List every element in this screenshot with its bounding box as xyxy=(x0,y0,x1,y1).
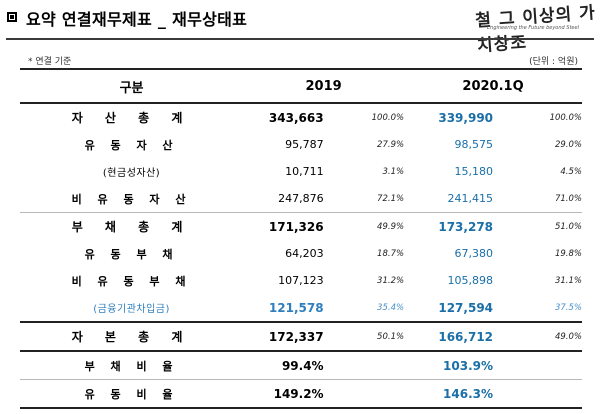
consolidation-note: * 연결 기준 xyxy=(28,57,72,67)
row-value-2019: 95,787 xyxy=(285,138,324,151)
row-pct-2020: 31.1% xyxy=(554,275,582,286)
balance-sheet-table: 구분 2019 2020.1Q 자 산 총 계 343,663 100.0% 3… xyxy=(20,68,582,409)
row-label: 비 유 동 자 산 xyxy=(71,192,192,206)
row-value-2020: 127,594 xyxy=(438,300,494,315)
row-pct-2020: 29.0% xyxy=(554,139,582,150)
row-value-2019: 121,578 xyxy=(268,300,324,315)
row-value-2019: 10,711 xyxy=(285,165,324,178)
table-row-total-liabilities: 부 채 총 계 171,326 49.9% 173,278 51.0% xyxy=(20,212,582,240)
table-row-total-equity: 자 본 총 계 172,337 50.1% 166,712 49.0% xyxy=(20,321,582,351)
row-value-2020: 146.3% xyxy=(404,379,494,409)
row-value-2019: 172,337 xyxy=(243,321,324,351)
row-label: 자 본 총 계 xyxy=(20,321,244,351)
row-value-2020: 173,278 xyxy=(404,212,494,240)
row-pct-2020: 51.0% xyxy=(493,212,582,240)
row-label: 비 유 동 부 채 xyxy=(71,274,192,288)
row-pct-2019: 18.7% xyxy=(377,248,405,259)
row-value-2019: 64,203 xyxy=(285,247,324,260)
row-value-2019: 99.4% xyxy=(243,350,324,380)
row-label: (현금성자산) xyxy=(102,168,161,179)
row-pct-2020: 49.0% xyxy=(493,321,582,351)
row-label: 자 산 총 계 xyxy=(71,111,192,125)
row-pct-2019: 3.1% xyxy=(382,166,405,177)
row-value-2020: 103.9% xyxy=(404,350,494,380)
row-value-2020: 67,380 xyxy=(454,247,494,260)
row-pct-2019: 50.1% xyxy=(323,321,405,351)
table-row-current-assets: 유 동 자 산 95,787 27.9% 98,575 29.0% xyxy=(20,131,582,158)
row-label: 유 동 자 산 xyxy=(84,138,179,152)
row-value-2019: 107,123 xyxy=(278,274,324,287)
unit-note: (단위 : 억원) xyxy=(529,57,578,67)
row-pct-2019: 35.4% xyxy=(377,302,405,313)
row-pct-2019 xyxy=(323,350,405,380)
table-row-bank-borrowings: (금융기관차입금) 121,578 35.4% 127,594 37.5% xyxy=(20,294,582,322)
row-pct-2020: 71.0% xyxy=(554,193,582,204)
title-square-icon xyxy=(7,12,17,22)
row-pct-2019: 49.9% xyxy=(323,212,405,240)
row-value-2019: 343,663 xyxy=(268,110,324,125)
company-slogan-sub: Engineering the Future beyond Steel xyxy=(487,25,579,31)
row-pct-2020: 4.5% xyxy=(560,166,582,177)
row-value-2020: 166,712 xyxy=(404,321,494,351)
row-value-2020: 339,990 xyxy=(438,110,494,125)
page-title: 요약 연결재무제표 _ 재무상태표 xyxy=(26,10,248,29)
header-year1: 2019 xyxy=(243,68,405,104)
row-value-2020: 241,415 xyxy=(447,192,494,205)
row-pct-2020 xyxy=(493,379,582,409)
title-bar: 요약 연결재무제표 _ 재무상태표 철 그 이상의 가치창조 Engineeri… xyxy=(0,0,600,56)
row-pct-2019: 100.0% xyxy=(371,112,405,123)
table-row-current-ratio: 유 동 비 율 149.2% 146.3% xyxy=(20,379,582,409)
row-value-2019: 149.2% xyxy=(243,379,324,409)
row-value-2020: 105,898 xyxy=(447,274,494,287)
row-label: 부 채 비 율 xyxy=(20,350,244,380)
row-label: 유 동 부 채 xyxy=(84,247,179,261)
header-year2: 2020.1Q xyxy=(404,68,582,104)
table-row-noncurrent-assets: 비 유 동 자 산 247,876 72.1% 241,415 71.0% xyxy=(20,185,582,213)
row-value-2020: 15,180 xyxy=(454,165,494,178)
row-value-2020: 98,575 xyxy=(454,138,494,151)
row-label: 부 채 총 계 xyxy=(20,212,244,240)
table-row-current-liabilities: 유 동 부 채 64,203 18.7% 67,380 19.8% xyxy=(20,240,582,267)
table-header-row: 구분 2019 2020.1Q xyxy=(20,68,582,104)
header-label: 구분 xyxy=(20,68,244,104)
table-row-total-assets: 자 산 총 계 343,663 100.0% 339,990 100.0% xyxy=(20,103,582,131)
row-pct-2019: 72.1% xyxy=(377,193,405,204)
title-divider xyxy=(6,38,594,40)
table-row-debt-ratio: 부 채 비 율 99.4% 103.9% xyxy=(20,350,582,380)
row-pct-2019: 27.9% xyxy=(377,139,405,150)
row-pct-2020: 19.8% xyxy=(554,248,582,259)
table-row-noncurrent-liabilities: 비 유 동 부 채 107,123 31.2% 105,898 31.1% xyxy=(20,267,582,294)
row-value-2019: 171,326 xyxy=(243,212,324,240)
row-label: 유 동 비 율 xyxy=(20,379,244,409)
row-label: (금융기관차입금) xyxy=(93,304,170,315)
row-pct-2020 xyxy=(493,350,582,380)
row-pct-2020: 100.0% xyxy=(549,112,582,123)
row-value-2019: 247,876 xyxy=(278,192,324,205)
table-row-cash-equivalents: (현금성자산) 10,711 3.1% 15,180 4.5% xyxy=(20,158,582,185)
row-pct-2019: 31.2% xyxy=(377,275,405,286)
row-pct-2019 xyxy=(323,379,405,409)
row-pct-2020: 37.5% xyxy=(554,302,582,313)
